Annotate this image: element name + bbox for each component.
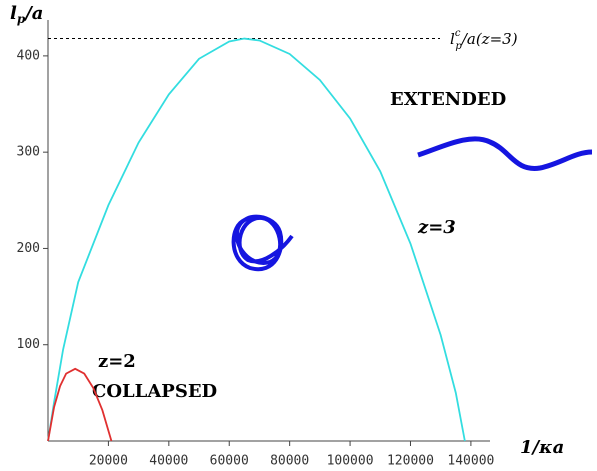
- series-label: z=3: [417, 217, 456, 238]
- x-tick-label: 140000: [447, 454, 494, 469]
- chart: lp/a 1/κa lcp/a(z=3) z=3 z=2 COLLAPSED E…: [0, 0, 597, 471]
- y-tick-label: 300: [17, 145, 40, 160]
- y-axis-title: lp/a: [10, 3, 43, 26]
- x-tick-label: 60000: [210, 454, 249, 469]
- series-label: z=2: [98, 351, 136, 372]
- x-tick-label: 20000: [89, 454, 128, 469]
- x-tick-label: 80000: [270, 454, 309, 469]
- y-tick-label: 400: [17, 48, 40, 63]
- extended-chain: [418, 139, 592, 169]
- annotation: EXTENDED: [390, 89, 506, 110]
- x-tick-label: 40000: [149, 454, 188, 469]
- y-tick-label: 100: [17, 337, 40, 352]
- x-tick-label: 120000: [387, 454, 434, 469]
- collapsed-chain: [234, 217, 292, 270]
- x-tick-label: 100000: [327, 454, 374, 469]
- y-tick-label: 200: [17, 241, 40, 256]
- x-axis-title: 1/κa: [520, 437, 564, 458]
- annotation: COLLAPSED: [92, 381, 217, 402]
